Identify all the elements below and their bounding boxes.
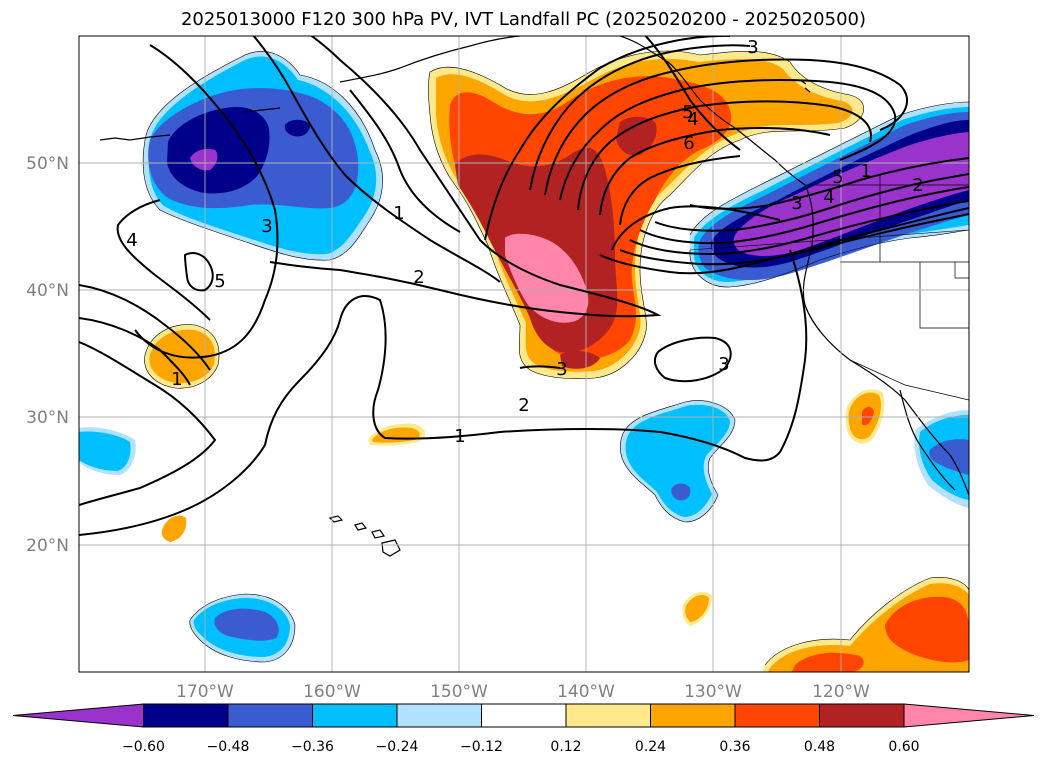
colorbar-tick: 0.12 [550,739,581,755]
contour-label: 1 [171,369,182,390]
contour-label: 5 [214,271,225,292]
colorbar-tick: 0.48 [804,739,835,755]
colorbar-segment [228,704,313,727]
lat-label: 40°N [26,281,69,301]
contour-label: 3 [791,193,802,214]
colorbar-segment [735,704,820,727]
contour-label: 2 [912,175,923,196]
colorbar-segment [481,704,566,727]
negative-anomaly-south [189,594,295,662]
colorbar-segment [650,704,735,727]
hawaii-islands [328,515,401,557]
colorbar-segment [143,704,228,727]
lon-label: 150°W [430,682,488,702]
lon-label: 130°W [684,682,742,702]
lat-label: 30°N [26,408,69,428]
colorbar-tick: 0.60 [888,739,919,755]
map-frame [78,35,970,673]
contour-label: 5 [682,102,693,123]
colorbar: −0.60 −0.48 −0.36 −0.24 −0.12 0.12 0.24 … [12,703,1035,755]
lon-label: 160°W [303,682,361,702]
colorbar-segment [566,704,651,727]
contour-label: 4 [823,187,834,208]
positive-anomaly-central-pacific [428,51,864,379]
colorbar-segments [13,704,1034,727]
lat-label: 50°N [26,154,69,174]
coastlines [99,36,969,496]
graticule [79,36,969,672]
colorbar-tick: 0.24 [635,739,666,755]
lat-label: 20°N [26,536,69,556]
contour-label: 3 [718,354,729,375]
contour-label: 2 [518,395,529,416]
contour-label: 4 [687,109,698,130]
contour-label: 1 [393,203,404,224]
colorbar-segment [13,704,144,727]
ivt-contours [79,36,969,536]
negative-anomaly-west-edge [79,427,136,475]
contour-label: 1 [454,426,465,447]
contour-label: 5 [832,167,843,188]
borders [805,175,969,401]
contour-label: 4 [126,230,137,251]
colorbar-segment [312,704,397,727]
colorbar-tick: −0.48 [207,739,250,755]
contour-label: 3 [747,37,758,58]
negative-anomaly-baja [914,410,969,508]
map-plot-area [79,36,969,672]
contour-label: 3 [556,359,567,380]
colorbar-segment [819,704,904,727]
longitude-labels: 170°W 160°W 150°W 140°W 130°W 120°W [176,682,870,702]
map-title: 2025013000 F120 300 hPa PV, IVT Landfall… [180,9,867,30]
colorbar-tick: 0.36 [719,739,750,755]
colorbar-tick: −0.36 [291,739,334,755]
latitude-labels: 50°N 40°N 30°N 20°N [26,154,69,556]
colorbar-tick: −0.60 [122,739,165,755]
colorbar-segment [904,704,1034,727]
lon-label: 140°W [557,682,615,702]
lon-label: 170°W [176,682,234,702]
colorbar-ticks: −0.60 −0.48 −0.36 −0.24 −0.12 0.12 0.24 … [122,739,920,755]
colorbar-tick: −0.12 [460,739,503,755]
lon-label: 120°W [812,682,870,702]
contour-label: 2 [413,267,424,288]
colorbar-segment [397,704,482,727]
contour-label: 1 [860,161,871,182]
contour-labels: 3 4 5 6 1 2 3 4 5 1 2 1 3 4 5 2 1 3 3 [126,37,923,447]
contour-label: 6 [683,133,694,154]
anomaly-outlines [142,50,969,666]
contour-label: 3 [261,216,272,237]
colorbar-tick: −0.24 [376,739,419,755]
